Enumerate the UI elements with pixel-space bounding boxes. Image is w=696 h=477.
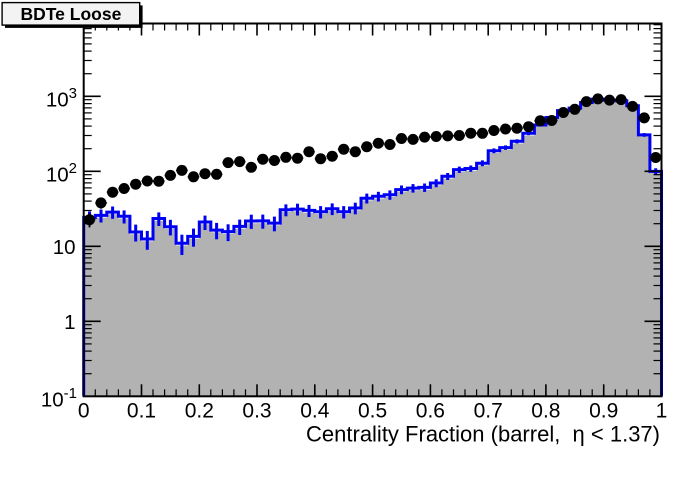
svg-text:0.6: 0.6: [416, 400, 445, 423]
svg-text:3: 3: [69, 85, 77, 102]
svg-text:0: 0: [78, 400, 90, 423]
svg-text:0.2: 0.2: [185, 400, 214, 423]
svg-text:10: 10: [46, 88, 69, 111]
svg-text:1: 1: [64, 311, 75, 334]
svg-text:0.4: 0.4: [300, 400, 330, 423]
svg-text:10: 10: [53, 236, 76, 259]
svg-text:1: 1: [656, 400, 668, 423]
svg-text:Centrality Fraction (barrel,: Centrality Fraction (barrel, η < 1.37): [306, 422, 660, 447]
svg-text:0.1: 0.1: [127, 400, 156, 423]
svg-text:-1: -1: [64, 385, 77, 402]
svg-text:0.8: 0.8: [531, 400, 560, 423]
svg-text:BDTe Loose: BDTe Loose: [21, 4, 122, 24]
svg-text:0.9: 0.9: [589, 400, 618, 423]
svg-text:0.7: 0.7: [474, 400, 503, 423]
svg-text:10: 10: [41, 388, 64, 411]
svg-text:0.5: 0.5: [358, 400, 387, 423]
svg-text:10: 10: [46, 163, 69, 186]
svg-text:0.3: 0.3: [242, 400, 271, 423]
svg-text:2: 2: [69, 160, 77, 177]
